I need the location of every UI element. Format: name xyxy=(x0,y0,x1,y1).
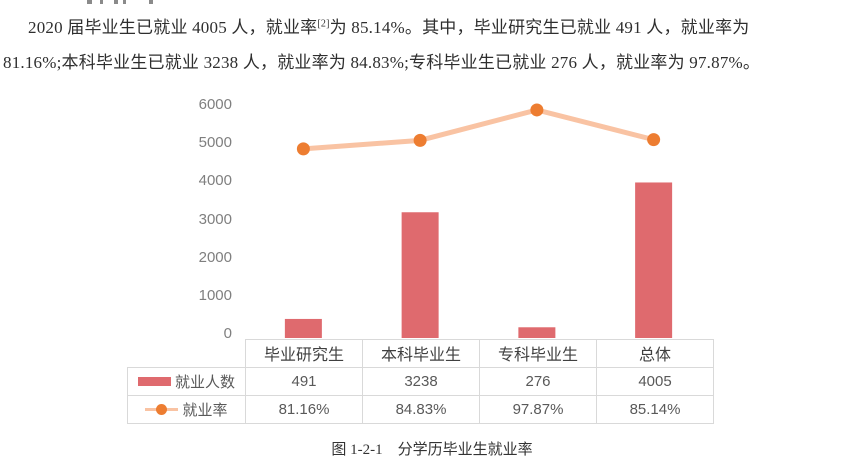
chart-data-table: 毕业研究生 本科毕业生 专科毕业生 总体 就业人数 491 3238 276 4… xyxy=(127,339,714,424)
legend-label: 就业率 xyxy=(182,401,228,419)
line-marker-毕业研究生 xyxy=(296,142,310,156)
paragraph-text: 2020 届毕业生已就业 4005 人，就业率 xyxy=(28,18,318,37)
table-row-employed-count: 就业人数 491 3238 276 4005 xyxy=(127,366,714,396)
paragraph-text: 81.16%;本科毕业生已就业 3238 人，就业率为 84.83%;专科毕业生… xyxy=(3,53,761,72)
y-tick-label: 0 xyxy=(223,325,232,342)
table-row-employment-rate: 就业率 81.16% 84.83% 97.87% 85.14% xyxy=(127,394,714,424)
y-tick-label: 6000 xyxy=(198,96,232,113)
y-tick-label: 4000 xyxy=(198,172,232,190)
line-marker-专科毕业生 xyxy=(530,103,544,117)
legend-label: 就业人数 xyxy=(174,373,235,391)
line-series-legend-marker-icon xyxy=(145,403,179,415)
table-cell: 84.83% xyxy=(362,394,480,424)
y-tick-label: 1000 xyxy=(198,286,232,304)
legend-key-bar-series: 就业人数 xyxy=(127,366,246,396)
bar-专科毕业生 xyxy=(518,327,556,338)
table-cell: 3238 xyxy=(362,366,480,396)
table-corner-empty xyxy=(128,340,246,368)
y-tick-label: 2000 xyxy=(198,248,232,266)
line-marker-本科毕业生 xyxy=(413,133,427,147)
paragraph-line-2: 81.16%;本科毕业生已就业 3238 人，就业率为 84.83%;专科毕业生… xyxy=(3,48,760,73)
bar-本科毕业生 xyxy=(401,212,439,338)
column-header: 毕业研究生 xyxy=(245,339,363,368)
table-header-row: 毕业研究生 本科毕业生 专科毕业生 总体 xyxy=(128,339,714,368)
table-cell: 85.14% xyxy=(596,394,714,424)
column-header: 本科毕业生 xyxy=(362,339,480,368)
legend-key-line-series: 就业率 xyxy=(127,394,246,424)
paragraph-line-1: 2020 届毕业生已就业 4005 人，就业率[2]为 85.14%。其中，毕业… xyxy=(28,13,750,38)
y-tick-label: 3000 xyxy=(198,210,232,228)
bar-毕业研究生 xyxy=(284,318,322,338)
bar-总体 xyxy=(635,182,673,338)
paragraph-text: 为 85.14%。其中，毕业研究生已就业 491 人，就业率为 xyxy=(329,18,750,37)
column-header: 专科毕业生 xyxy=(479,339,597,368)
table-cell: 97.87% xyxy=(479,394,597,424)
table-cell: 491 xyxy=(245,366,363,396)
table-cell: 276 xyxy=(479,366,597,396)
y-tick-label: 5000 xyxy=(198,134,232,152)
combo-chart-plot xyxy=(284,103,673,338)
column-header: 总体 xyxy=(596,339,714,368)
bar-series-legend-swatch-icon xyxy=(137,376,171,386)
figure-caption: 图 1-2-1 分学历毕业生就业率 xyxy=(331,442,533,458)
table-cell: 4005 xyxy=(596,366,714,396)
table-cell: 81.16% xyxy=(245,394,363,424)
employment-rate-line xyxy=(303,107,655,152)
line-marker-总体 xyxy=(647,133,661,147)
footnote-marker: [2] xyxy=(317,18,330,30)
